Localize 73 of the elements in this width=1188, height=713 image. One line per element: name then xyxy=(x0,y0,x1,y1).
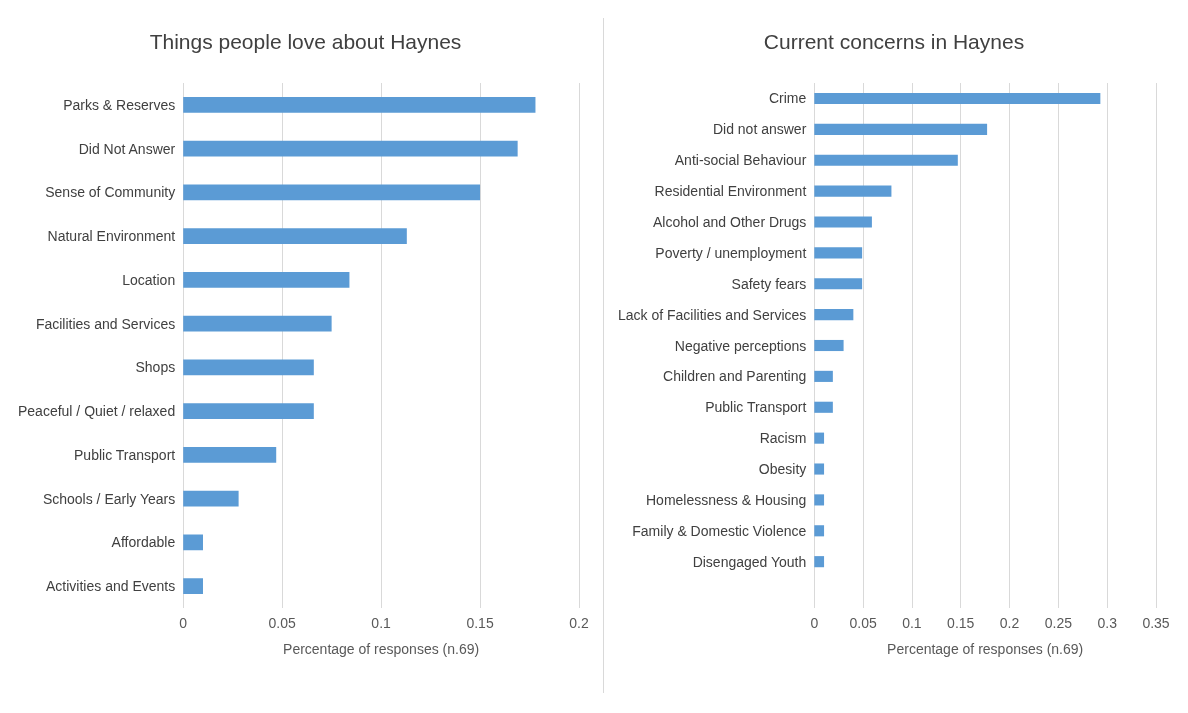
x-axis-title: Percentage of responses (n.69) xyxy=(283,641,480,657)
y-tick-label: Crime xyxy=(768,90,807,107)
y-tick-label: Anti-social Behaviour xyxy=(674,152,807,169)
bar xyxy=(814,216,872,228)
x-tick-label: 0.2 xyxy=(999,615,1020,631)
y-tick-label: Lack of Facilities and Services xyxy=(617,306,807,323)
y-tick-label: Activities and Events xyxy=(46,578,176,595)
bar xyxy=(183,272,350,288)
x-tick-label: 0.25 xyxy=(1044,615,1073,631)
bar xyxy=(814,92,1101,104)
bar xyxy=(814,556,825,568)
x-axis-title: Percentage of responses (n.69) xyxy=(887,641,1084,657)
y-tick-label: Negative perceptions xyxy=(674,337,807,354)
bar xyxy=(814,247,863,259)
bar xyxy=(814,185,892,197)
bar xyxy=(183,534,203,551)
x-tick-label: 0.15 xyxy=(947,615,975,631)
y-tick-label: Did Not Answer xyxy=(78,140,176,157)
y-tick-label: Racism xyxy=(759,430,807,447)
y-tick-label: Homelessness & Housing xyxy=(646,491,807,508)
y-tick-label: Public Transport xyxy=(74,446,176,463)
y-tick-label: Alcohol and Other Drugs xyxy=(652,213,807,230)
bar xyxy=(814,370,833,382)
bar xyxy=(814,463,825,475)
y-tick-label: Sense of Community xyxy=(45,184,176,201)
y-tick-label: Disengaged Youth xyxy=(692,553,807,570)
x-tick-label: 0 xyxy=(179,615,188,631)
y-tick-label: Schools / Early Years xyxy=(42,490,176,507)
bar xyxy=(814,401,833,413)
x-tick-label: 0 xyxy=(810,615,819,631)
bar xyxy=(183,140,518,157)
y-tick-label: Shops xyxy=(135,359,176,376)
chart-title: Current concerns in Haynes xyxy=(763,30,1025,53)
y-tick-label: Affordable xyxy=(111,534,176,551)
bar xyxy=(183,97,536,113)
y-tick-label: Facilities and Services xyxy=(35,315,176,332)
y-tick-label: Poverty / unemployment xyxy=(655,244,807,261)
x-tick-label: 0.05 xyxy=(849,615,877,631)
x-tick-label: 0.05 xyxy=(268,615,296,631)
x-tick-label: 0.3 xyxy=(1097,615,1118,631)
y-tick-label: Did not answer xyxy=(712,121,807,138)
chart-title: Things people love about Haynes xyxy=(149,30,462,53)
y-tick-label: Residential Environment xyxy=(654,183,807,200)
bar xyxy=(814,339,844,352)
bar xyxy=(814,278,863,290)
x-tick-label: 0.35 xyxy=(1142,615,1170,631)
bar xyxy=(183,403,314,419)
y-tick-label: Children and Parenting xyxy=(663,368,807,385)
bar xyxy=(814,494,825,506)
bar xyxy=(183,359,314,376)
bar xyxy=(814,432,825,444)
bar xyxy=(814,525,825,537)
bar xyxy=(183,578,203,594)
bar xyxy=(183,228,407,244)
bar xyxy=(183,184,481,201)
y-tick-label: Safety fears xyxy=(731,275,807,292)
bar xyxy=(814,309,854,321)
y-tick-label: Public Transport xyxy=(705,399,807,416)
x-tick-label: 0.2 xyxy=(569,615,589,631)
y-tick-label: Natural Environment xyxy=(47,228,176,245)
bar xyxy=(183,490,239,507)
y-tick-label: Family & Domestic Violence xyxy=(632,522,807,539)
x-tick-label: 0.1 xyxy=(902,615,922,631)
y-tick-label: Parks & Reserves xyxy=(63,96,176,113)
bar xyxy=(814,154,958,166)
y-tick-label: Obesity xyxy=(758,461,807,478)
bar xyxy=(183,315,332,332)
bar xyxy=(183,447,277,463)
y-tick-label: Location xyxy=(122,271,176,288)
x-tick-label: 0.15 xyxy=(466,615,494,631)
y-tick-label: Peaceful / Quiet / relaxed xyxy=(18,403,176,420)
bar xyxy=(814,123,988,135)
x-tick-label: 0.1 xyxy=(371,615,392,631)
